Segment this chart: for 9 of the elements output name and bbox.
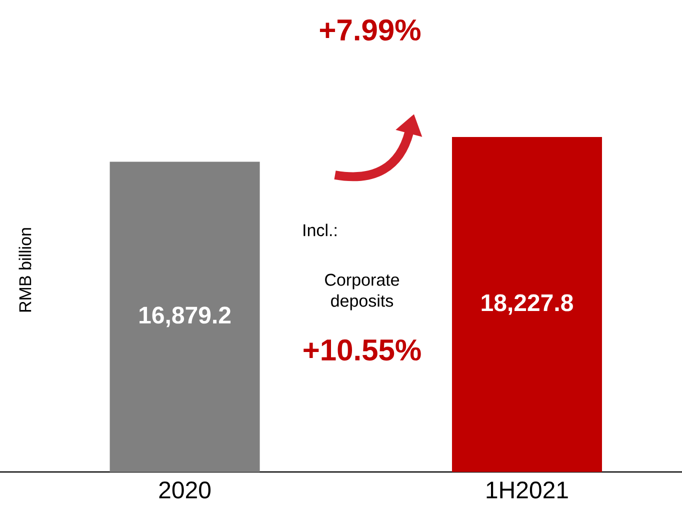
annotation: Incl.: xyxy=(304,224,336,236)
data-label: 18,227.8 xyxy=(482,294,573,315)
text: +7.99% xyxy=(320,19,421,41)
x-tick-label: 1H2021 xyxy=(486,482,568,499)
annotation: Corporate deposits xyxy=(325,274,400,310)
x-tick-label: 2020 xyxy=(159,482,211,499)
annotation: +10.55% xyxy=(304,339,421,361)
y-axis-title: RMB billion xyxy=(18,228,32,312)
data-label: 16,879.2 xyxy=(140,306,231,328)
